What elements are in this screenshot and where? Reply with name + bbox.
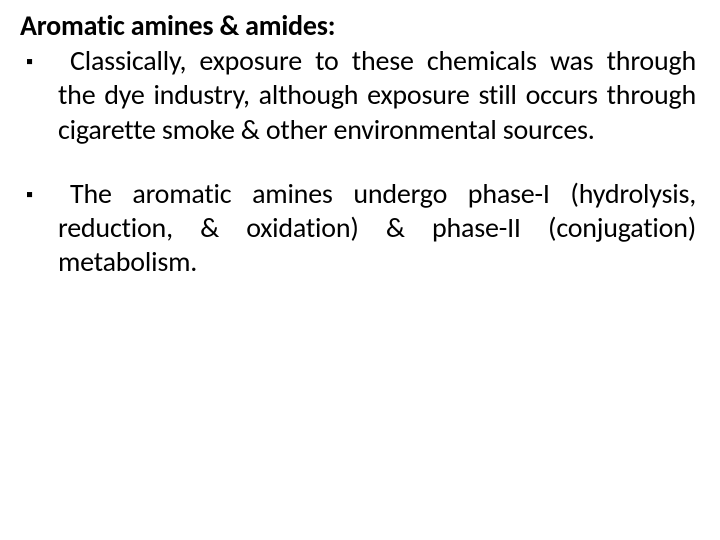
square-bullet-icon: ▪: [20, 177, 58, 212]
bullet-item-2: ▪ The aromatic amines undergo phase-I (h…: [20, 177, 696, 279]
bullet-item-1: ▪ Classically, exposure to these chemica…: [20, 44, 696, 146]
heading-aromatic-amines: Aromatic amines & amides:: [20, 10, 696, 42]
bullet-text-1: Classically, exposure to these chemicals…: [58, 44, 696, 146]
slide-body: Aromatic amines & amides: ▪ Classically,…: [0, 0, 720, 540]
bullet-text-2: The aromatic amines undergo phase-I (hyd…: [58, 177, 696, 279]
square-bullet-icon: ▪: [20, 44, 58, 79]
